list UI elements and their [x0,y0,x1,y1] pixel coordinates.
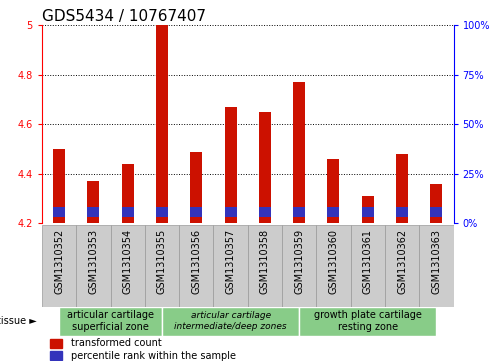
Bar [50,351,63,360]
Bar [190,207,202,217]
Bar [247,225,282,307]
Text: articular cartilage
superficial zone: articular cartilage superficial zone [67,310,154,333]
Bar [419,225,454,307]
Text: GSM1310360: GSM1310360 [328,229,339,294]
Bar [351,225,385,307]
Bar [293,82,305,223]
Bar [430,207,442,217]
Bar [327,159,340,223]
Bar [299,307,436,336]
Text: tissue ►: tissue ► [0,316,37,326]
Bar [122,207,134,217]
Text: percentile rank within the sample: percentile rank within the sample [70,351,236,361]
Bar [162,307,299,336]
Bar [190,151,202,223]
Bar [53,149,65,223]
Text: articular cartilage
intermediate/deep zones: articular cartilage intermediate/deep zo… [174,311,287,331]
Bar [259,207,271,217]
Text: GSM1310358: GSM1310358 [260,229,270,294]
Text: growth plate cartilage
resting zone: growth plate cartilage resting zone [314,310,422,333]
Bar [42,225,76,307]
Bar [53,207,65,217]
Bar [259,112,271,223]
Text: GSM1310353: GSM1310353 [88,229,99,294]
Bar [225,207,237,217]
Bar [385,225,419,307]
Bar [362,196,374,223]
Text: GSM1310362: GSM1310362 [397,229,407,294]
Text: GSM1310363: GSM1310363 [431,229,441,294]
Bar [87,181,100,223]
Text: GSM1310355: GSM1310355 [157,229,167,294]
Bar [156,25,168,223]
Text: GSM1310359: GSM1310359 [294,229,304,294]
Bar [179,225,213,307]
Text: GSM1310356: GSM1310356 [191,229,201,294]
Bar [213,225,247,307]
Bar [156,207,168,217]
Bar [396,207,408,217]
Bar [50,339,63,348]
Text: GSM1310354: GSM1310354 [123,229,133,294]
Bar [362,207,374,217]
Bar [145,225,179,307]
Text: GDS5434 / 10767407: GDS5434 / 10767407 [42,9,206,24]
Bar [225,107,237,223]
Bar [293,207,305,217]
Bar [110,225,145,307]
Bar [122,164,134,223]
Text: GSM1310352: GSM1310352 [54,229,64,294]
Text: transformed count: transformed count [70,338,162,348]
Text: GSM1310361: GSM1310361 [363,229,373,294]
Bar [430,184,442,223]
Bar [317,225,351,307]
Bar [396,154,408,223]
Bar [282,225,317,307]
Text: GSM1310357: GSM1310357 [226,229,236,294]
Bar [59,307,162,336]
Bar [327,207,340,217]
Bar [76,225,110,307]
Bar [87,207,100,217]
